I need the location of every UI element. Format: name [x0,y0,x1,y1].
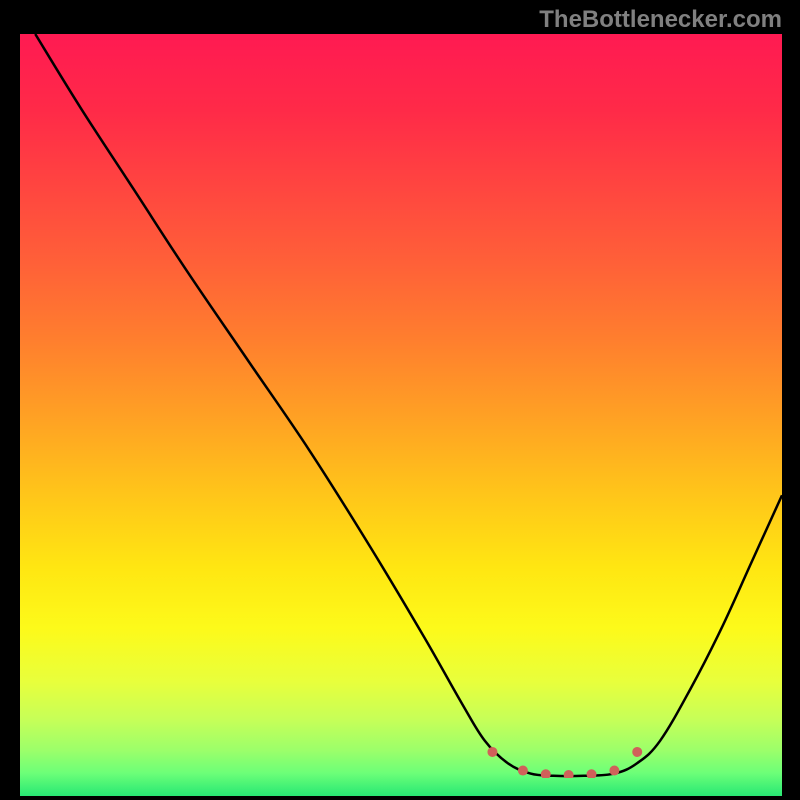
chart-frame: TheBottlenecker.com [0,0,800,800]
highlight-marker [564,770,574,778]
highlight-marker [609,766,619,776]
highlight-marker [541,769,551,778]
bottleneck-curve [35,34,782,776]
curve-layer [20,34,782,778]
plot-area [20,34,782,778]
highlight-marker [487,747,497,757]
highlight-marker [587,769,597,778]
attribution-text: TheBottlenecker.com [539,6,782,34]
highlight-marker [632,747,642,757]
highlight-marker [518,766,528,776]
